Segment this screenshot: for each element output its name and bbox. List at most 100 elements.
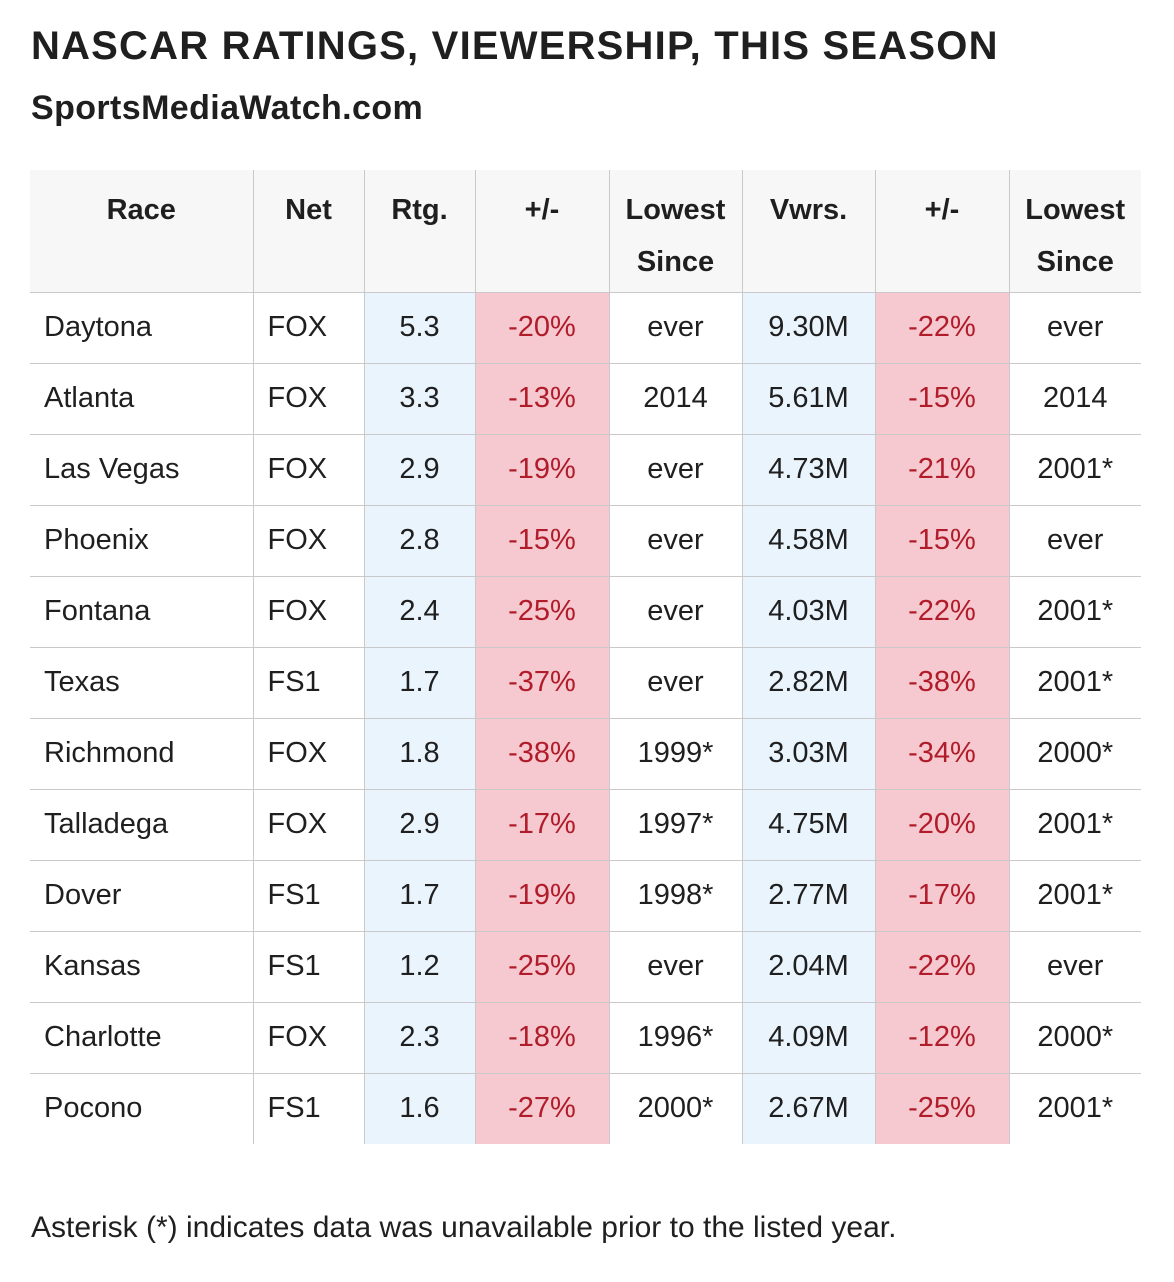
cell-rating: 2.8 (364, 505, 476, 577)
header-rating: Rtg. (364, 170, 476, 293)
cell-rating-change: -19% (475, 860, 610, 932)
cell-rating-change: -13% (475, 363, 610, 435)
footnote: Asterisk (*) indicates data was unavaila… (31, 1211, 897, 1244)
header-viewers: Vwrs. (742, 170, 876, 293)
table-row: Dover FS1 1.7 -19% 1998* 2.77M -17% 2001* (30, 860, 1141, 932)
cell-viewers: 4.73M (742, 434, 876, 506)
cell-viewers-change: -34% (875, 718, 1010, 790)
source-credit: SportsMediaWatch.com (31, 89, 424, 127)
table-row: Fontana FOX 2.4 -25% ever 4.03M -22% 2001* (30, 576, 1141, 648)
cell-rating-change: -37% (475, 647, 610, 719)
cell-rating: 5.3 (364, 292, 476, 364)
cell-network: FOX (253, 789, 365, 861)
cell-rating: 2.9 (364, 789, 476, 861)
table-row: Daytona FOX 5.3 -20% ever 9.30M -22% ever (30, 292, 1141, 364)
cell-network: FOX (253, 576, 365, 648)
cell-viewers: 2.67M (742, 1073, 876, 1144)
header-viewers-lowest-since: Lowest Since (1009, 170, 1141, 293)
cell-viewers-lowest-since: 2001* (1009, 647, 1141, 719)
cell-race: Pocono (30, 1073, 254, 1144)
cell-viewers: 9.30M (742, 292, 876, 364)
table-row: Atlanta FOX 3.3 -13% 2014 5.61M -15% 2014 (30, 363, 1141, 435)
cell-rating-lowest-since: 1996* (609, 1002, 743, 1074)
cell-viewers-lowest-since: 2001* (1009, 860, 1141, 932)
cell-viewers-change: -22% (875, 292, 1010, 364)
table-header: Race Net Rtg. +/- Lowest Since Vwrs. +/-… (30, 170, 1141, 293)
cell-rating: 2.9 (364, 434, 476, 506)
cell-rating: 1.7 (364, 647, 476, 719)
cell-race: Richmond (30, 718, 254, 790)
cell-viewers-lowest-since: 2000* (1009, 718, 1141, 790)
cell-rating-lowest-since: ever (609, 647, 743, 719)
cell-race: Kansas (30, 931, 254, 1003)
cell-viewers: 3.03M (742, 718, 876, 790)
cell-rating: 2.4 (364, 576, 476, 648)
cell-rating-lowest-since: 1998* (609, 860, 743, 932)
cell-viewers-change: -22% (875, 931, 1010, 1003)
cell-rating: 3.3 (364, 363, 476, 435)
cell-rating-lowest-since: ever (609, 505, 743, 577)
cell-viewers: 2.04M (742, 931, 876, 1003)
cell-rating: 1.6 (364, 1073, 476, 1144)
header-row: Race Net Rtg. +/- Lowest Since Vwrs. +/-… (30, 170, 1141, 293)
table-row: Las Vegas FOX 2.9 -19% ever 4.73M -21% 2001* (30, 434, 1141, 506)
cell-viewers: 4.03M (742, 576, 876, 648)
cell-viewers-change: -25% (875, 1073, 1010, 1144)
cell-rating-lowest-since: 2000* (609, 1073, 743, 1144)
header-race: Race (30, 170, 254, 293)
cell-network: FS1 (253, 860, 365, 932)
cell-network: FOX (253, 434, 365, 506)
cell-viewers: 2.77M (742, 860, 876, 932)
cell-viewers-lowest-since: 2014 (1009, 363, 1141, 435)
cell-rating-change: -17% (475, 789, 610, 861)
cell-network: FS1 (253, 647, 365, 719)
cell-race: Las Vegas (30, 434, 254, 506)
cell-viewers-lowest-since: ever (1009, 505, 1141, 577)
table-row: Charlotte FOX 2.3 -18% 1996* 4.09M -12% 2000* (30, 1002, 1141, 1074)
cell-rating-change: -18% (475, 1002, 610, 1074)
table-body: Daytona FOX 5.3 -20% ever 9.30M -22% ever Atlant… (30, 292, 1141, 1144)
cell-viewers-change: -12% (875, 1002, 1010, 1074)
header-rating-lowest-since: Lowest Since (609, 170, 743, 293)
page-title: NASCAR RATINGS, VIEWERSHIP, THIS SEASON (31, 24, 999, 68)
cell-viewers-lowest-since: 2001* (1009, 576, 1141, 648)
cell-viewers-change: -20% (875, 789, 1010, 861)
cell-network: FOX (253, 363, 365, 435)
cell-rating-lowest-since: 1999* (609, 718, 743, 790)
cell-network: FOX (253, 718, 365, 790)
cell-viewers-lowest-since: 2000* (1009, 1002, 1141, 1074)
cell-viewers-change: -15% (875, 363, 1010, 435)
cell-viewers: 4.58M (742, 505, 876, 577)
cell-rating-lowest-since: ever (609, 931, 743, 1003)
cell-rating-lowest-since: ever (609, 576, 743, 648)
cell-race: Charlotte (30, 1002, 254, 1074)
header-viewers-change: +/- (875, 170, 1010, 293)
cell-rating-lowest-since: ever (609, 292, 743, 364)
cell-network: FOX (253, 505, 365, 577)
cell-viewers: 4.75M (742, 789, 876, 861)
cell-viewers-lowest-since: 2001* (1009, 1073, 1141, 1144)
table-row: Richmond FOX 1.8 -38% 1999* 3.03M -34% 2000* (30, 718, 1141, 790)
cell-race: Texas (30, 647, 254, 719)
cell-viewers-lowest-since: 2001* (1009, 789, 1141, 861)
cell-rating-change: -20% (475, 292, 610, 364)
cell-viewers-change: -21% (875, 434, 1010, 506)
cell-race: Atlanta (30, 363, 254, 435)
cell-viewers-change: -15% (875, 505, 1010, 577)
table-row: Talladega FOX 2.9 -17% 1997* 4.75M -20% 2001* (30, 789, 1141, 861)
cell-viewers: 5.61M (742, 363, 876, 435)
header-net: Net (253, 170, 365, 293)
cell-viewers-change: -38% (875, 647, 1010, 719)
table-row: Texas FS1 1.7 -37% ever 2.82M -38% 2001* (30, 647, 1141, 719)
cell-viewers-lowest-since: ever (1009, 931, 1141, 1003)
cell-rating: 1.8 (364, 718, 476, 790)
cell-viewers-change: -17% (875, 860, 1010, 932)
cell-rating-change: -25% (475, 576, 610, 648)
cell-rating-change: -27% (475, 1073, 610, 1144)
table-row: Pocono FS1 1.6 -27% 2000* 2.67M -25% 2001* (30, 1073, 1141, 1144)
cell-viewers-change: -22% (875, 576, 1010, 648)
header-rating-change: +/- (475, 170, 610, 293)
cell-network: FS1 (253, 1073, 365, 1144)
cell-race: Daytona (30, 292, 254, 364)
cell-rating-change: -15% (475, 505, 610, 577)
